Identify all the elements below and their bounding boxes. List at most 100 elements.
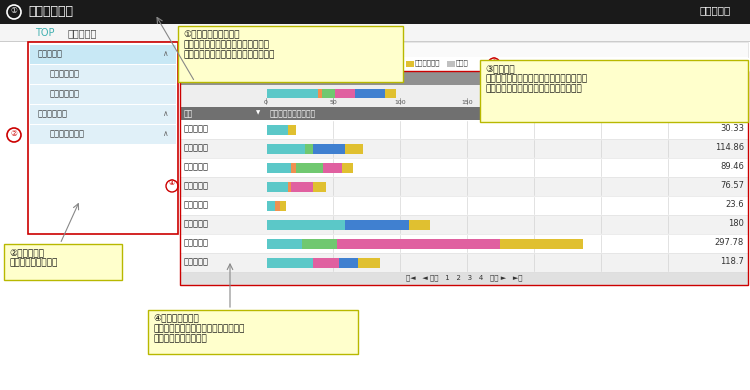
Bar	[180, 71, 748, 285]
Bar	[267, 201, 275, 211]
Bar	[30, 125, 176, 144]
Bar	[180, 234, 748, 253]
Text: コミュニケーション: コミュニケーション	[360, 59, 398, 66]
Text: ユーザー２: ユーザー２	[184, 143, 209, 152]
Text: 50: 50	[329, 100, 337, 105]
Text: 180: 180	[728, 219, 744, 228]
Text: 30.33: 30.33	[720, 124, 744, 133]
Text: ∧: ∧	[162, 129, 168, 138]
Text: 人材開発部: 人材開発部	[68, 28, 98, 38]
Text: ｜◄   ◄ 前へ   1   2   3   4   次へ ►   ►｜: ｜◄ ◄ 前へ 1 2 3 4 次へ ► ►｜	[406, 274, 522, 281]
Text: 人材開発部: 人材開発部	[38, 49, 63, 58]
Text: ③作業状況: ③作業状況	[485, 64, 514, 73]
Text: 表示画面となります。: 表示画面となります。	[153, 334, 207, 343]
Text: セキュリティ: セキュリティ	[264, 59, 290, 66]
Text: 300: 300	[662, 100, 674, 105]
Text: 作業分類凡例の表示と選択された年月で: 作業分類凡例の表示と選択された年月で	[485, 74, 587, 83]
Bar	[275, 201, 280, 211]
Bar	[30, 105, 176, 124]
Bar	[267, 89, 318, 98]
Text: 89.46: 89.46	[720, 162, 744, 171]
Text: ∧: ∧	[162, 109, 168, 118]
Bar	[255, 61, 263, 67]
Bar	[319, 61, 327, 67]
Text: 2018 年 02 月  ∨: 2018 年 02 月 ∨	[185, 44, 251, 53]
Text: 企画グループ: 企画グループ	[50, 69, 80, 78]
Bar	[289, 125, 296, 135]
Text: ユーザー５: ユーザー５	[184, 200, 209, 209]
Bar	[180, 107, 748, 120]
Text: 100: 100	[394, 100, 406, 105]
Bar	[406, 61, 413, 67]
Text: ユーザー８: ユーザー８	[184, 257, 209, 266]
Bar	[180, 253, 748, 272]
Bar	[0, 24, 750, 42]
Text: ユーザー４: ユーザー４	[184, 181, 209, 190]
Bar	[291, 182, 313, 192]
Text: 名前: 名前	[184, 109, 194, 118]
Bar	[351, 61, 359, 67]
Bar	[223, 61, 231, 67]
Text: 運用グループ: 運用グループ	[50, 89, 80, 98]
Text: TOP: TOP	[35, 28, 55, 38]
Text: 297.78: 297.78	[715, 238, 744, 247]
Bar	[267, 182, 289, 192]
Text: 書類作成: 書類作成	[232, 59, 249, 66]
Text: ④: ④	[169, 180, 175, 186]
Bar	[342, 163, 352, 173]
Text: 平均作業内容分類（時間）: 平均作業内容分類（時間）	[270, 73, 326, 82]
Bar	[296, 163, 323, 173]
Bar	[446, 61, 454, 67]
Text: ブラウジング: ブラウジング	[415, 59, 440, 66]
Bar	[180, 139, 748, 158]
Text: 23.6: 23.6	[725, 200, 744, 209]
Text: PC 作業時間: PC 作業時間	[672, 109, 703, 118]
Text: ユーザー１: ユーザー１	[184, 124, 209, 133]
Bar	[28, 42, 178, 234]
Bar	[345, 220, 409, 230]
Text: ①ナビゲーションバー: ①ナビゲーションバー	[183, 30, 239, 39]
Bar	[339, 258, 358, 268]
Text: 平均 PC 作業時間: 平均 PC 作業時間	[672, 73, 714, 82]
Bar	[180, 71, 748, 85]
Bar	[358, 258, 380, 268]
Text: 作業内容分類（時間）: 作業内容分類（時間）	[270, 109, 316, 118]
Bar	[180, 85, 748, 107]
Text: 114.86: 114.86	[715, 143, 744, 152]
Bar	[313, 182, 326, 192]
Bar	[345, 144, 364, 154]
Bar	[280, 201, 286, 211]
Text: 200: 200	[528, 100, 540, 105]
Bar	[313, 258, 339, 268]
Text: ▼: ▼	[256, 110, 260, 115]
Bar	[178, 26, 403, 82]
Bar	[180, 272, 748, 285]
Bar	[148, 310, 358, 354]
Bar	[500, 239, 584, 249]
Bar	[180, 196, 748, 215]
Bar	[385, 89, 396, 98]
Text: その他: その他	[455, 59, 468, 66]
Bar	[267, 163, 291, 173]
Bar	[318, 89, 322, 98]
Text: 作業分類：: 作業分類：	[183, 59, 206, 68]
Text: ∧: ∧	[162, 49, 168, 58]
Bar	[180, 177, 748, 196]
Bar	[296, 61, 304, 67]
Bar	[304, 144, 313, 154]
Text: ①: ①	[10, 6, 17, 15]
Text: 0: 0	[264, 100, 268, 105]
Text: 118.7: 118.7	[720, 257, 744, 266]
Text: 働き方可視化: 働き方可視化	[28, 5, 73, 18]
Bar	[323, 163, 342, 173]
Bar	[180, 215, 748, 234]
Text: 部署を選択します: 部署を選択します	[9, 258, 57, 267]
Bar	[30, 45, 176, 64]
Text: 96.33: 96.33	[720, 90, 744, 99]
Bar	[322, 89, 335, 98]
Bar	[335, 89, 356, 98]
Text: 利用可能なメニューが表示されます。: 利用可能なメニューが表示されます。	[183, 50, 274, 59]
Bar	[480, 60, 748, 122]
Bar	[0, 0, 750, 24]
Text: ③: ③	[490, 58, 497, 64]
